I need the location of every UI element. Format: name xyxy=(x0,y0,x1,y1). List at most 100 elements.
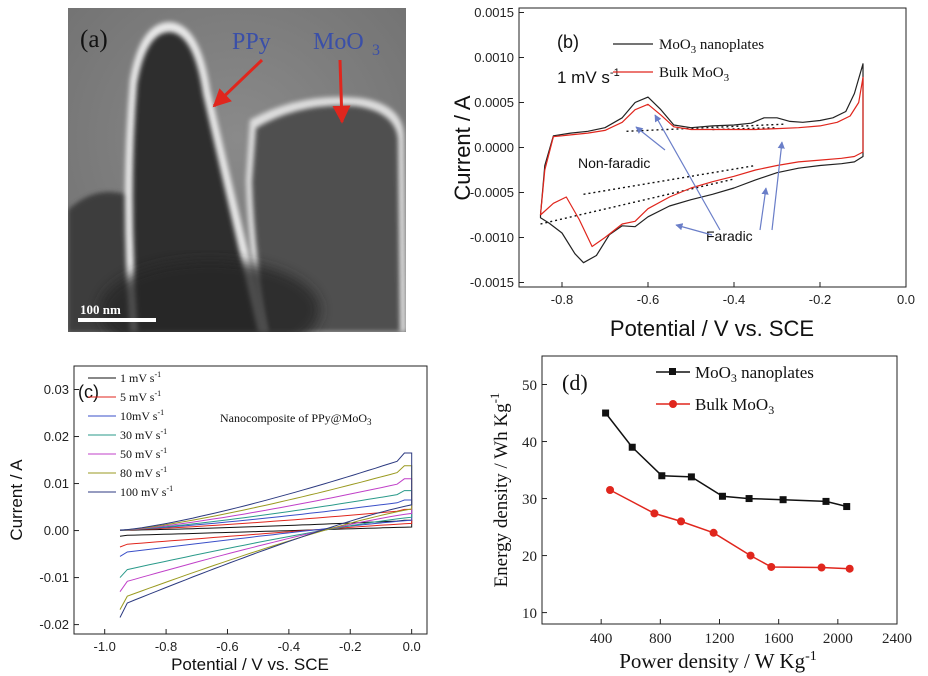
legend-label-bulk-moo3-d: Bulk MoO3 xyxy=(695,395,774,417)
data-point-square xyxy=(745,495,753,503)
panel-b-ylabel: Current / A xyxy=(450,95,475,200)
x-tick-label: -0.2 xyxy=(339,639,361,654)
x-tick-label: -0.4 xyxy=(723,292,745,307)
x-tick-label: -0.8 xyxy=(155,639,177,654)
x-tick-label: 2400 xyxy=(882,631,912,647)
baseline-dotted xyxy=(583,164,756,195)
y-tick-label: 10 xyxy=(522,606,537,622)
panel-b-label: (b) xyxy=(557,32,579,52)
data-point-square xyxy=(687,473,695,481)
panel-c-ticks: -1.0 -0.8 -0.6 -0.4 -0.2 0.0 0.03 0.02 0.01 0.00 -… xyxy=(39,382,420,654)
panel-c-series xyxy=(119,452,413,618)
baseline-dotted xyxy=(626,123,786,132)
moo3-label: MoO xyxy=(313,29,364,55)
legend-label-bulk-moo3: Bulk MoO3 xyxy=(659,65,730,84)
non-faradic-arrow xyxy=(635,126,666,151)
middle-rod-core xyxy=(132,32,258,332)
panel-b-ticks: -0.8 -0.6 -0.4 -0.2 0.0 0.0015 0.0010 0.0005 0.0… xyxy=(470,5,915,307)
panel-d-label: (d) xyxy=(562,370,588,395)
x-tick-label: 0.0 xyxy=(897,292,915,307)
panel-c-legend: 1 mV s-1 5 mV s-1 10mV s-1 30 mV s-1 50 mV s… xyxy=(88,370,173,499)
panel-d-series xyxy=(602,409,854,573)
data-point-square xyxy=(602,409,610,417)
legend-label-moo3-nanoplates: MoO3 nanoplates xyxy=(659,37,764,56)
y-tick-label: 0.00 xyxy=(44,523,69,538)
baseline-dotted xyxy=(540,178,735,225)
faradic-arrow-4 xyxy=(771,141,785,231)
panel-c-frame xyxy=(73,365,428,635)
x-tick-label: 1200 xyxy=(705,631,735,647)
panel-c-chart: -1.0 -0.8 -0.6 -0.4 -0.2 0.0 0.03 0.02 0.01 0.00 -… xyxy=(7,365,428,674)
data-point-square xyxy=(822,497,830,505)
moo3-subscript: 3 xyxy=(372,42,380,59)
legend-label: 80 mV s-1 xyxy=(120,465,167,480)
series-line-1 xyxy=(609,489,850,570)
panel-b-chart: -0.8 -0.6 -0.4 -0.2 0.0 0.0015 0.0010 0.0005 0.0… xyxy=(450,5,915,341)
y-tick-label: 0.01 xyxy=(44,476,69,491)
data-point-circle xyxy=(677,517,686,526)
panel-c-ylabel: Current / A xyxy=(7,459,26,541)
x-tick-label: -0.8 xyxy=(551,292,573,307)
x-tick-label: 800 xyxy=(649,631,672,647)
x-tick-label: 1600 xyxy=(764,631,794,647)
panel-d-ticks: 400 800 1200 1600 2000 2400 10 20 30 40 50 xyxy=(522,378,912,647)
y-tick-label: -0.0010 xyxy=(470,230,514,245)
data-point-square xyxy=(658,472,666,480)
series-line-bulk-moo3 xyxy=(539,76,864,248)
faradic-arrow-3 xyxy=(759,187,769,231)
moo3-arrow xyxy=(332,59,351,124)
y-tick-label: -0.01 xyxy=(39,570,69,585)
x-tick-label: 0.0 xyxy=(403,639,421,654)
panel-b-series xyxy=(539,63,864,264)
y-tick-label: 0.03 xyxy=(44,382,69,397)
panel-d-legend: MoO3 nanoplates Bulk MoO3 xyxy=(656,363,814,417)
data-point-square xyxy=(779,496,787,504)
series-line-moo3-nanoplates xyxy=(539,63,864,264)
legend-label: 100 mV s-1 xyxy=(120,484,173,499)
data-point-circle xyxy=(709,528,718,537)
panel-d-ylabel: Energy density / Wh Kg-1 xyxy=(487,393,512,588)
x-tick-label: 400 xyxy=(590,631,613,647)
legend-label: 5 mV s-1 xyxy=(120,389,161,404)
panel-d-chart: 400 800 1200 1600 2000 2400 10 20 30 40 50 (d) MoO… xyxy=(487,355,912,673)
data-point-square xyxy=(843,503,851,511)
legend-marker-circle xyxy=(669,400,677,408)
scale-bar-label: 100 nm xyxy=(80,302,121,317)
data-point-circle xyxy=(817,563,826,572)
panel-c-annotation: Nanocomposite of PPy@MoO3 xyxy=(220,411,372,427)
ppy-label: PPy xyxy=(232,29,271,55)
data-point-circle xyxy=(845,564,854,573)
panel-d-xlabel: Power density / W Kg-1 xyxy=(619,649,817,673)
x-tick-label: -0.6 xyxy=(216,639,238,654)
faradic-arrow-1 xyxy=(654,114,721,231)
series-line-0 xyxy=(605,412,847,508)
x-tick-label: -0.6 xyxy=(637,292,659,307)
y-tick-label: -0.0015 xyxy=(470,275,514,290)
data-point-circle xyxy=(606,486,615,494)
panel-b-legend: MoO3 nanoplates Bulk MoO3 xyxy=(613,37,764,84)
panel-b-xlabel: Potential / V vs. SCE xyxy=(610,316,814,341)
x-tick-label: 2000 xyxy=(823,631,853,647)
ppy-arrow xyxy=(212,58,264,108)
x-tick-label: -0.2 xyxy=(809,292,831,307)
y-tick-label: 50 xyxy=(522,378,537,394)
faradic-arrow-2 xyxy=(675,223,713,236)
panel-b-annotation-arrows xyxy=(635,114,785,236)
data-point-circle xyxy=(767,562,776,571)
legend-label: 10mV s-1 xyxy=(120,408,164,423)
cv-loop-6 xyxy=(119,452,413,618)
y-tick-label: 0.0000 xyxy=(474,140,514,155)
panel-b-scan-rate: 1 mV s-1 xyxy=(557,67,620,87)
y-tick-label: 40 xyxy=(522,435,537,451)
legend-marker-square xyxy=(669,368,676,375)
data-point-square xyxy=(628,443,636,451)
panel-a-label: (a) xyxy=(80,26,108,53)
annotation-non-faradic: Non-faradic xyxy=(578,155,650,171)
data-point-square xyxy=(718,492,726,500)
y-tick-label: 20 xyxy=(522,549,537,565)
y-tick-label: -0.02 xyxy=(39,617,69,632)
y-tick-label: 0.02 xyxy=(44,429,69,444)
y-tick-label: 0.0015 xyxy=(474,5,514,20)
scale-bar xyxy=(78,318,156,322)
legend-label: 30 mV s-1 xyxy=(120,427,167,442)
